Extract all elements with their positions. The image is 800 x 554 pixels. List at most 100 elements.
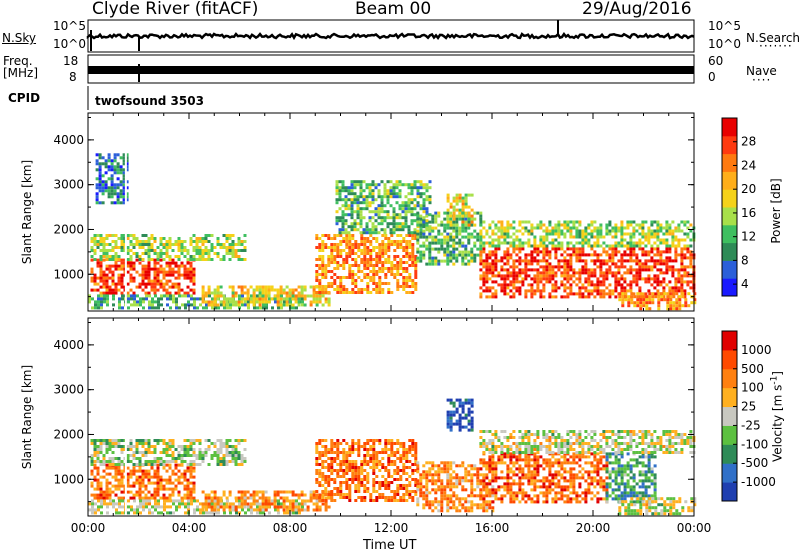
echo-cell	[563, 220, 567, 224]
echo-cell	[207, 234, 211, 237]
echo-cell	[437, 241, 441, 245]
echo-cell	[108, 285, 112, 289]
echo-cell	[100, 502, 103, 506]
echo-cell	[512, 259, 516, 263]
echo-cell	[482, 250, 486, 254]
echo-cell	[336, 264, 340, 267]
echo-cell	[102, 439, 106, 442]
echo-cell	[101, 189, 105, 193]
echo-cell	[193, 306, 196, 310]
echo-cell	[539, 235, 543, 239]
echo-cell	[210, 234, 214, 237]
echo-cell	[354, 466, 358, 469]
echo-cell	[264, 502, 268, 506]
echo-cell	[150, 246, 154, 249]
echo-cell	[150, 466, 154, 470]
echo-cell	[171, 445, 175, 448]
echo-cell	[675, 301, 679, 305]
echo-cell	[654, 295, 658, 299]
echo-cell	[371, 231, 375, 235]
echo-cell	[422, 186, 426, 190]
echo-cell	[156, 282, 160, 286]
echo-cell	[195, 240, 199, 243]
echo-cell	[357, 490, 361, 493]
echo-cell	[440, 500, 444, 504]
echo-cell	[154, 502, 157, 506]
echo-cell	[120, 276, 124, 280]
echo-cell	[393, 243, 397, 246]
echo-cell	[381, 249, 385, 252]
echo-cell	[357, 255, 361, 258]
echo-cell	[240, 291, 244, 295]
echo-cell	[440, 247, 444, 251]
echo-cell	[536, 286, 540, 290]
echo-cell	[371, 189, 375, 193]
echo-cell	[297, 285, 301, 289]
echo-cell	[195, 237, 199, 240]
echo-cell	[599, 232, 603, 236]
echo-cell	[665, 226, 669, 230]
echo-cell	[93, 451, 97, 454]
echo-cell	[371, 180, 375, 184]
echo-cell	[207, 493, 211, 497]
echo-cell	[674, 238, 678, 242]
echo-cell	[593, 268, 597, 272]
echo-cell	[241, 508, 244, 512]
echo-cell	[387, 481, 391, 484]
echo-cell	[464, 205, 468, 209]
echo-cell	[357, 246, 361, 249]
echo-cell	[662, 277, 666, 281]
echo-cell	[443, 247, 447, 251]
echo-cell	[536, 274, 540, 278]
echo-cell	[518, 289, 522, 293]
echo-cell	[159, 264, 163, 268]
echo-cell	[650, 277, 654, 281]
echo-cell	[611, 247, 615, 251]
echo-cell	[267, 496, 271, 500]
echo-cell	[114, 478, 118, 482]
echo-cell	[434, 500, 438, 504]
echo-cell	[656, 262, 660, 266]
echo-cell	[144, 267, 148, 271]
echo-cell	[638, 271, 642, 275]
echo-cell	[635, 280, 639, 284]
echo-cell	[563, 289, 567, 293]
echo-cell	[443, 223, 447, 227]
echo-cell	[208, 511, 211, 515]
echo-cell	[168, 255, 172, 258]
echo-cell	[422, 506, 426, 510]
echo-cell	[551, 271, 555, 275]
echo-cell	[416, 259, 420, 263]
echo-cell	[369, 234, 373, 237]
echo-cell	[225, 502, 229, 506]
echo-cell	[657, 301, 661, 305]
echo-cell	[225, 300, 229, 304]
echo-cell	[324, 478, 328, 481]
echo-cell	[159, 237, 163, 240]
echo-cell	[102, 493, 106, 497]
echo-cell	[683, 244, 687, 248]
echo-cell	[404, 195, 408, 199]
echo-cell	[569, 289, 573, 293]
echo-cell	[581, 259, 585, 263]
echo-cell	[327, 463, 331, 466]
echo-cell	[584, 277, 588, 281]
echo-cell	[428, 232, 432, 236]
echo-cell	[192, 448, 196, 451]
echo-cell	[419, 232, 423, 236]
echo-cell	[240, 258, 244, 261]
echo-cell	[659, 283, 663, 287]
nsearch-tick-bottom: 10^0	[708, 37, 741, 51]
echo-cell	[693, 298, 697, 302]
echo-cell	[114, 264, 118, 268]
echo-cell	[621, 295, 625, 299]
echo-cell	[171, 472, 175, 476]
echo-cell	[264, 490, 268, 494]
echo-cell	[96, 487, 100, 491]
echo-cell	[425, 238, 429, 242]
echo-cell	[189, 454, 193, 457]
echo-cell	[677, 286, 681, 290]
echo-cell	[599, 223, 603, 227]
echo-cell	[557, 265, 561, 269]
echo-cell	[324, 264, 328, 267]
